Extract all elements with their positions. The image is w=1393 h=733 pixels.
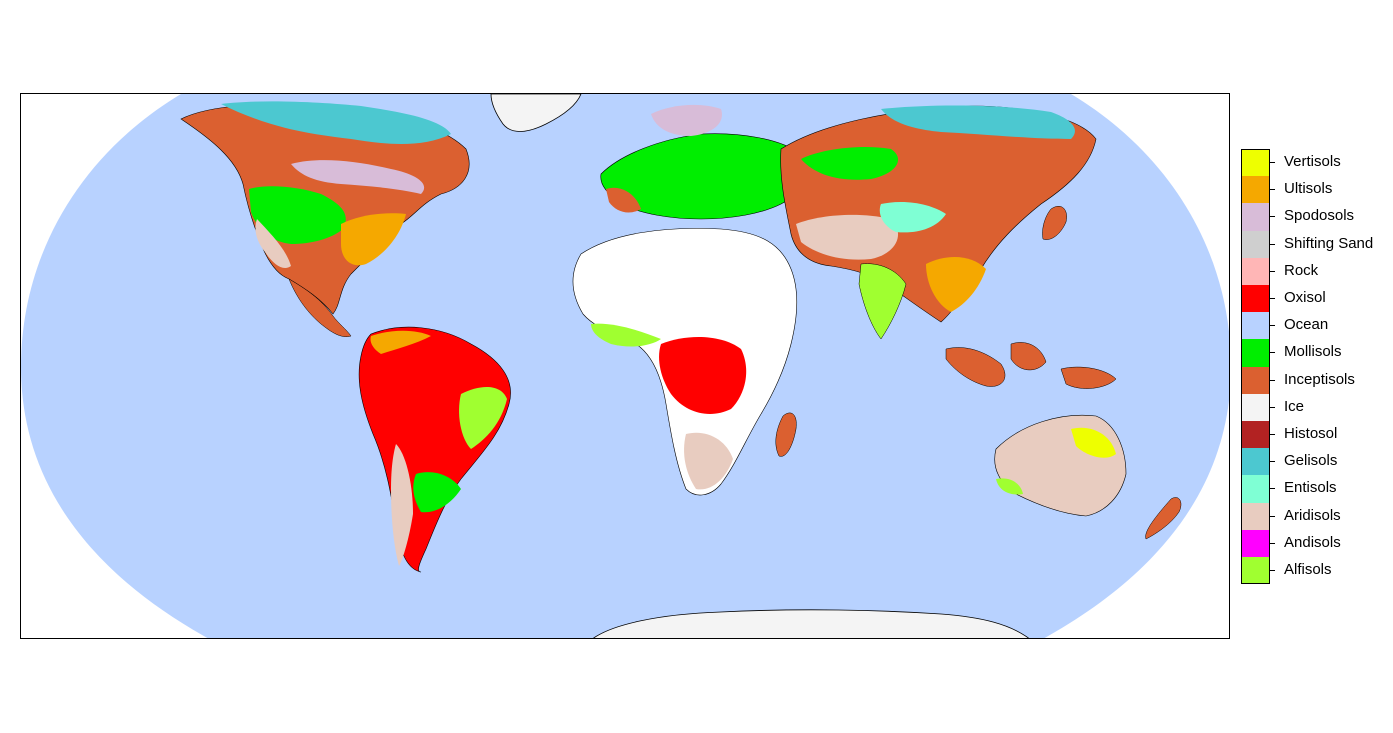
new-zealand <box>1145 497 1182 540</box>
legend-item: Andisols <box>1241 529 1391 557</box>
sa-aridisols <box>391 444 413 566</box>
legend-swatch <box>1241 475 1270 503</box>
legend-label: Ice <box>1284 397 1305 415</box>
legend-tick <box>1270 570 1275 571</box>
legend-tick <box>1270 216 1275 218</box>
legend-label: Gelisols <box>1284 452 1338 470</box>
legend-swatch <box>1241 285 1270 313</box>
legend-tick <box>1270 434 1275 435</box>
legend-label: Ocean <box>1284 316 1329 334</box>
legend-item: Ultisols <box>1241 176 1391 204</box>
legend-swatch <box>1241 176 1270 204</box>
eu-inceptisols <box>606 187 641 213</box>
legend-label: Vertisols <box>1284 153 1341 170</box>
legend-item: Rock <box>1241 257 1391 285</box>
legend-tick <box>1270 325 1275 327</box>
af-alfisols <box>591 323 661 347</box>
na-aridisols <box>255 219 291 269</box>
greenland-ice <box>490 94 582 132</box>
india-alfisols <box>858 263 907 340</box>
legend-swatch <box>1241 557 1270 585</box>
legend-label: Shifting Sand <box>1284 234 1374 252</box>
legend-label: Alfisols <box>1284 561 1332 578</box>
legend-swatch <box>1241 149 1270 177</box>
legend-item: Aridisols <box>1241 502 1391 530</box>
legend-tick <box>1270 298 1275 299</box>
legend-item: Ocean <box>1241 312 1391 340</box>
legend-tick <box>1270 379 1275 381</box>
legend-swatch <box>1241 312 1270 340</box>
legend-item: Ice <box>1241 393 1391 421</box>
legend-tick <box>1270 542 1275 544</box>
madagascar <box>775 412 797 457</box>
na-ultisols <box>341 213 406 266</box>
legend-swatch <box>1241 529 1270 557</box>
legend-swatch <box>1241 448 1270 476</box>
legend-swatch <box>1241 502 1270 530</box>
na-mollisols <box>249 186 346 244</box>
asia-entisols <box>879 202 946 233</box>
legend-label: Oxisol <box>1284 289 1326 306</box>
sa-alfisols <box>459 387 507 449</box>
legend-item: Shifting Sand <box>1241 230 1391 258</box>
legend-item: Histosol <box>1241 421 1391 449</box>
legend-swatch <box>1241 393 1270 421</box>
legend-label: Inceptisols <box>1284 370 1355 388</box>
central-america <box>288 278 352 337</box>
asia-aridisols <box>796 214 899 260</box>
na-spodosols <box>291 160 425 194</box>
map-panel <box>20 93 1230 639</box>
legend-label: Ultisols <box>1284 180 1333 198</box>
legend-item: Spodosols <box>1241 203 1391 231</box>
asia-gelisols <box>881 105 1075 139</box>
legend-item: Oxisol <box>1241 285 1391 313</box>
legend-swatch <box>1241 257 1270 285</box>
af-aridisols <box>684 432 733 490</box>
legend-label: Entisols <box>1284 479 1337 497</box>
af-oxisol <box>659 337 747 414</box>
legend-label: Mollisols <box>1284 343 1342 361</box>
legend-item: Alfisols <box>1241 557 1391 585</box>
japan <box>1042 206 1067 240</box>
legend-item: Inceptisols <box>1241 366 1391 394</box>
asia-mollisols <box>801 147 899 180</box>
legend-tick <box>1270 189 1275 191</box>
indonesia <box>945 342 1117 389</box>
sa-mollisols <box>413 472 461 513</box>
legend-tick <box>1270 162 1275 163</box>
legend-tick <box>1270 488 1275 490</box>
eu-spodosols <box>651 104 722 136</box>
legend-item: Mollisols <box>1241 339 1391 367</box>
legend-item: Entisols <box>1241 475 1391 503</box>
legend-tick <box>1270 461 1275 463</box>
legend-swatch <box>1241 421 1270 449</box>
legend-item: Gelisols <box>1241 448 1391 476</box>
au-vertisols <box>1071 427 1116 458</box>
na-gelisols <box>221 101 451 144</box>
antarctica-ice <box>593 609 1029 638</box>
legend-tick <box>1270 270 1275 272</box>
world-soil-map <box>21 94 1229 638</box>
legend-label: Histosol <box>1284 425 1338 442</box>
legend-item: Vertisols <box>1241 149 1391 177</box>
sa-ultisols <box>370 330 431 354</box>
legend-tick <box>1270 352 1275 354</box>
legend-swatch <box>1241 203 1270 231</box>
au-alfisols <box>996 478 1023 495</box>
legend-swatch <box>1241 366 1270 394</box>
legend-label: Aridisols <box>1284 506 1341 524</box>
asia-ultisols <box>926 257 986 312</box>
legend-swatch <box>1241 339 1270 367</box>
legend-label: Spodosols <box>1284 207 1355 225</box>
legend-label: Rock <box>1284 261 1319 279</box>
legend-tick <box>1270 515 1275 517</box>
legend-label: Andisols <box>1284 533 1341 551</box>
legend-tick <box>1270 406 1275 408</box>
legend-tick <box>1270 243 1275 245</box>
legend-swatch <box>1241 230 1270 258</box>
